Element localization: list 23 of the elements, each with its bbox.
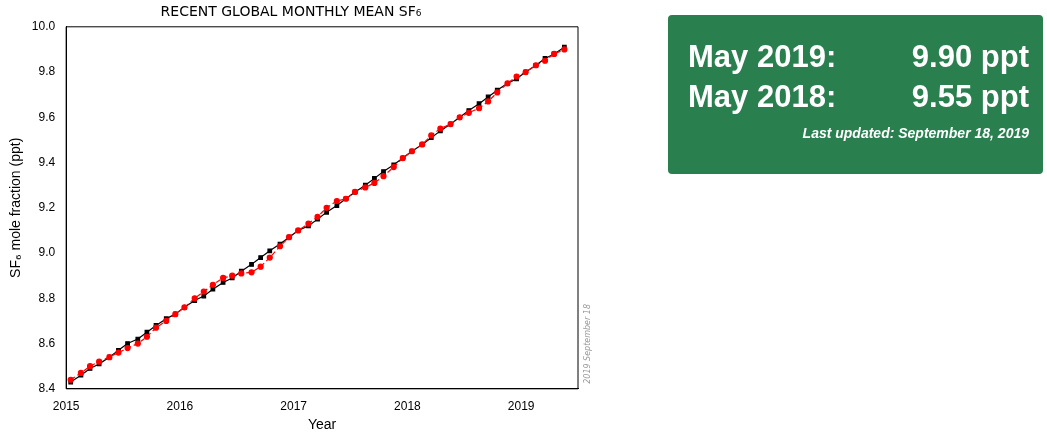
y-tick-label: 9.8 <box>38 64 56 79</box>
x-tick-label: 2015 <box>52 399 80 414</box>
y-tick-label: 8.4 <box>38 381 56 396</box>
y-tick-label: 8.6 <box>38 335 56 350</box>
text: 2019 September 18 <box>583 303 593 384</box>
y-tick-label: 9.2 <box>38 200 56 215</box>
text: 9.55 ppt <box>911 78 1029 116</box>
chart-title: RECENT GLOBAL MONTHLY MEAN SF₆ <box>160 3 422 20</box>
y-tick-label: 8.8 <box>38 290 56 305</box>
x-tick-label: 2016 <box>166 399 194 414</box>
x-tick-label: 2018 <box>394 399 422 414</box>
y-tick-label: 9.4 <box>38 154 56 169</box>
y-tick-label: 10.0 <box>31 19 56 34</box>
x-tick-label: 2019 <box>507 399 535 414</box>
x-axis-title: Year <box>307 416 337 433</box>
text: Last updated: September 18, 2019 <box>801 125 1029 141</box>
text: May 2018: <box>688 78 837 116</box>
y-tick-label: 9.6 <box>38 109 56 124</box>
x-tick-label: 2017 <box>280 399 308 414</box>
y-tick-label: 9.0 <box>38 245 56 260</box>
text: 9.90 ppt <box>911 38 1029 76</box>
text: May 2019: <box>688 38 837 76</box>
y-axis-title: SF₆ mole fraction (ppt) <box>7 137 24 278</box>
